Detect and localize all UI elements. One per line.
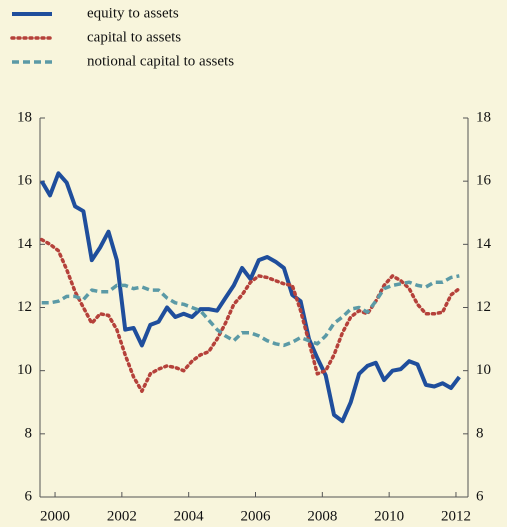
y-tick-label: 18 (17, 109, 32, 125)
x-tick-label: 2010 (374, 508, 404, 524)
legend-label: equity to assets (87, 5, 179, 21)
y2-tick-label: 12 (476, 299, 491, 315)
y2-tick-label: 14 (476, 236, 492, 252)
y-tick-label: 8 (25, 425, 33, 441)
series-line (39, 171, 461, 424)
legend-label: notional capital to assets (87, 53, 234, 69)
y2-tick-label: 18 (476, 109, 491, 125)
x-tick-label: 2004 (174, 508, 205, 524)
x-tick-label: 2000 (40, 508, 70, 524)
y-tick-label: 10 (17, 362, 32, 378)
y-tick-label: 12 (17, 299, 32, 315)
y-tick-label: 6 (25, 488, 33, 504)
x-tick-label: 2002 (107, 508, 137, 524)
y-tick-label: 16 (17, 173, 33, 189)
y2-tick-label: 8 (476, 425, 484, 441)
x-tick-label: 2012 (441, 508, 471, 524)
series-line (39, 237, 462, 393)
x-tick-label: 2008 (307, 508, 337, 524)
x-tick-label: 2006 (241, 508, 272, 524)
y2-tick-label: 10 (476, 362, 491, 378)
y2-tick-label: 6 (476, 488, 484, 504)
series-line (41, 274, 460, 348)
legend-label: capital to assets (87, 29, 181, 45)
y-tick-label: 14 (17, 236, 33, 252)
y2-tick-label: 16 (476, 173, 492, 189)
